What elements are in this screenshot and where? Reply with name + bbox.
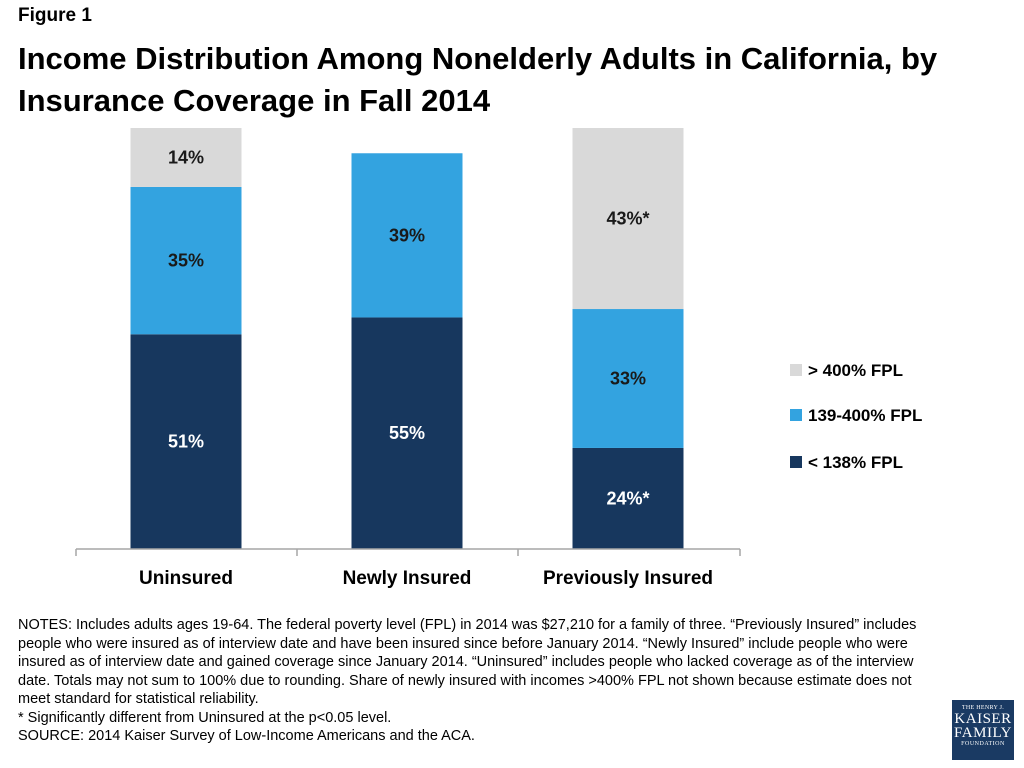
x-axis-ticks	[75, 549, 741, 556]
data-label-uninsured-138-fpl: 51%	[168, 432, 204, 452]
data-label-uninsured-400-fpl: 14%	[168, 147, 204, 167]
category-label-newly-insured: Newly Insured	[343, 568, 472, 589]
category-label-uninsured: Uninsured	[139, 568, 233, 589]
bar-segment-uninsured-138-fpl	[130, 334, 242, 549]
stacked-bar-chart: 51% 35% 14% 55% 39% 24%* 33% 43%* Uninsured Newl…	[75, 128, 922, 589]
data-label-newly-insured-138-fpl: 55%	[389, 423, 425, 443]
data-label-newly-insured-139-400-fpl: 39%	[389, 225, 425, 245]
legend: > 400% FPL 139-400% FPL < 138% FPL	[790, 361, 922, 472]
legend-label-138-fpl: < 138% FPL	[808, 453, 903, 472]
legend-swatch-400-fpl	[790, 364, 802, 376]
logo-line-1: THE HENRY J.	[961, 705, 1005, 711]
data-label-previously-insured-139-400-fpl: 33%	[610, 368, 646, 388]
legend-swatch-139-400-fpl	[790, 409, 802, 421]
category-labels: Uninsured Newly Insured Previously Insured	[139, 568, 713, 589]
legend-swatch-138-fpl	[790, 456, 802, 468]
logo-line-2: KAISER	[954, 711, 1012, 727]
legend-label-139-400-fpl: 139-400% FPL	[808, 406, 922, 425]
legend-label-400-fpl: > 400% FPL	[808, 361, 903, 380]
notes-text: NOTES: Includes adults ages 19-64. The f…	[18, 617, 917, 707]
chart-title: Income Distribution Among Nonelderly Adu…	[18, 41, 938, 118]
kff-logo: THE HENRY J. KAISER FAMILY FOUNDATION	[952, 700, 1014, 760]
logo-line-3: FAMILY	[954, 725, 1012, 741]
bar-segment-newly-insured-139-400-fpl	[351, 153, 463, 318]
bar-segment-newly-insured-138-fpl	[351, 317, 463, 549]
logo-line-4: FOUNDATION	[961, 741, 1005, 747]
data-label-uninsured-139-400-fpl: 35%	[168, 251, 204, 271]
figure-label: Figure 1	[18, 5, 92, 26]
bars-layer: 51% 35% 14% 55% 39% 24%* 33% 43%*	[130, 128, 684, 549]
bar-segment-uninsured-139-400-fpl	[130, 186, 242, 335]
category-label-previously-insured: Previously Insured	[543, 568, 713, 589]
significance-note: * Significantly different from Uninsured…	[18, 709, 392, 726]
data-label-previously-insured-138-fpl: 24%*	[606, 488, 649, 508]
bar-segment-previously-insured-138-fpl	[572, 447, 684, 549]
bar-segment-previously-insured-400-fpl	[572, 128, 684, 310]
bar-segment-previously-insured-139-400-fpl	[572, 309, 684, 448]
bar-segment-uninsured-400-fpl	[130, 128, 242, 187]
data-label-previously-insured-400-fpl: 43%*	[606, 209, 649, 229]
notes-block: NOTES: Includes adults ages 19-64. The f…	[18, 616, 938, 746]
source-note: SOURCE: 2014 Kaiser Survey of Low-Income…	[18, 728, 475, 744]
